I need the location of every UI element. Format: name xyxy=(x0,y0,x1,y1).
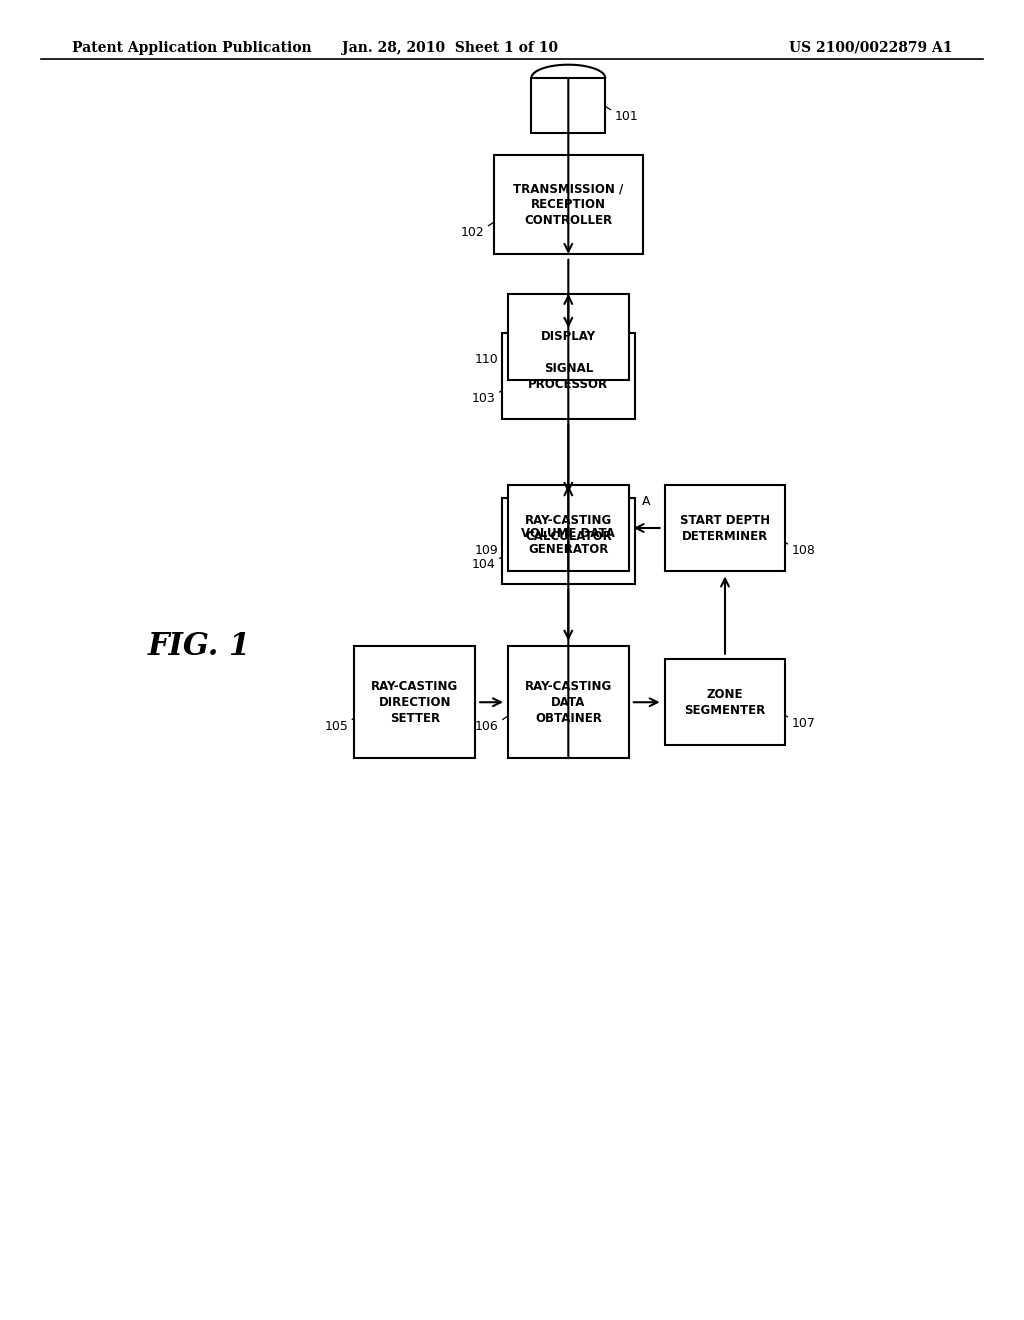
Text: 107: 107 xyxy=(792,717,815,730)
Bar xyxy=(508,484,629,570)
Bar xyxy=(495,154,643,253)
Text: 101: 101 xyxy=(614,110,638,123)
Text: RAY-CASTING
DIRECTION
SETTER: RAY-CASTING DIRECTION SETTER xyxy=(371,680,459,725)
Text: ZONE
SEGMENTER: ZONE SEGMENTER xyxy=(684,688,766,717)
Text: 105: 105 xyxy=(325,719,348,733)
Text: VOLUME DATA
GENERATOR: VOLUME DATA GENERATOR xyxy=(521,527,615,556)
Bar xyxy=(531,78,605,133)
Text: 106: 106 xyxy=(475,719,499,733)
Bar xyxy=(502,498,635,583)
Text: 110: 110 xyxy=(475,352,499,366)
Text: 108: 108 xyxy=(792,544,815,557)
Text: 102: 102 xyxy=(461,226,484,239)
Bar xyxy=(665,660,785,744)
Text: US 2100/0022879 A1: US 2100/0022879 A1 xyxy=(788,41,952,54)
Bar xyxy=(502,333,635,420)
Text: Patent Application Publication: Patent Application Publication xyxy=(72,41,311,54)
Bar xyxy=(508,293,629,380)
Text: RAY-CASTING
CALCULATOR: RAY-CASTING CALCULATOR xyxy=(524,513,612,543)
Text: 109: 109 xyxy=(475,544,499,557)
Text: A: A xyxy=(642,495,651,508)
Bar xyxy=(665,484,785,570)
Text: Jan. 28, 2010  Sheet 1 of 10: Jan. 28, 2010 Sheet 1 of 10 xyxy=(342,41,559,54)
Text: 104: 104 xyxy=(472,558,496,572)
Text: 103: 103 xyxy=(472,392,496,405)
Text: TRANSMISSION /
RECEPTION
CONTROLLER: TRANSMISSION / RECEPTION CONTROLLER xyxy=(513,182,624,227)
Text: START DEPTH
DETERMINER: START DEPTH DETERMINER xyxy=(680,513,770,543)
Text: RAY-CASTING
DATA
OBTAINER: RAY-CASTING DATA OBTAINER xyxy=(524,680,612,725)
Text: DISPLAY: DISPLAY xyxy=(541,330,596,343)
Text: FIG. 1: FIG. 1 xyxy=(148,631,251,663)
Bar xyxy=(354,645,475,758)
Bar xyxy=(508,645,629,758)
Text: SIGNAL
PROCESSOR: SIGNAL PROCESSOR xyxy=(528,362,608,391)
